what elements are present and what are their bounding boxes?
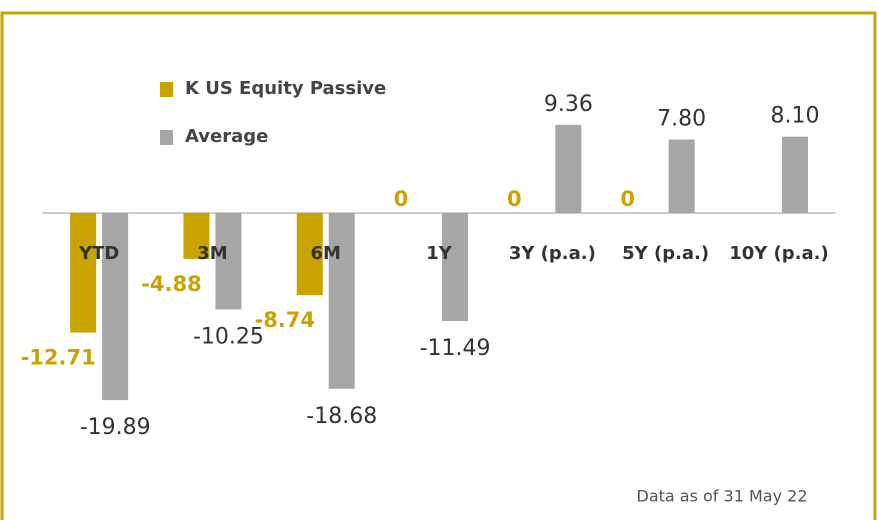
bar [555, 124, 582, 213]
value-label: -4.88 [141, 272, 202, 296]
bar [442, 212, 469, 322]
x-tick-label: 5Y (p.a.) [622, 243, 709, 264]
legend-label: Average [185, 126, 268, 147]
bar [668, 139, 695, 213]
value-label: 8.10 [770, 104, 819, 129]
value-label: 0 [620, 187, 635, 211]
bar [183, 212, 210, 259]
bar [70, 212, 97, 333]
legend-label: K US Equity Passive [185, 78, 386, 99]
x-tick-label: YTD [78, 243, 119, 264]
value-label: 0 [507, 187, 522, 211]
bar [102, 212, 129, 401]
value-label: 0 [394, 187, 409, 211]
value-label: -10.25 [193, 324, 264, 349]
bar [215, 212, 242, 310]
x-tick-label: 1Y [426, 243, 453, 264]
value-label: -19.89 [80, 415, 151, 440]
legend-swatch [160, 130, 173, 145]
value-label: -12.71 [21, 346, 96, 370]
frame [0, 11, 877, 520]
x-tick-label: 3Y (p.a.) [509, 243, 596, 264]
x-tick-label: 6M [311, 243, 341, 264]
bar [328, 212, 355, 389]
value-label: -8.74 [254, 308, 315, 332]
value-label: 7.80 [657, 107, 706, 132]
x-tick-label: 10Y (p.a.) [729, 243, 829, 264]
value-label: -18.68 [306, 404, 377, 429]
bar [781, 136, 808, 213]
legend-swatch [160, 82, 173, 97]
x-tick-label: 3M [197, 243, 227, 264]
note: Data as of 31 May 22 [637, 487, 808, 506]
bar [296, 212, 323, 296]
value-label: -11.49 [420, 336, 491, 361]
value-label: 9.36 [544, 92, 593, 117]
